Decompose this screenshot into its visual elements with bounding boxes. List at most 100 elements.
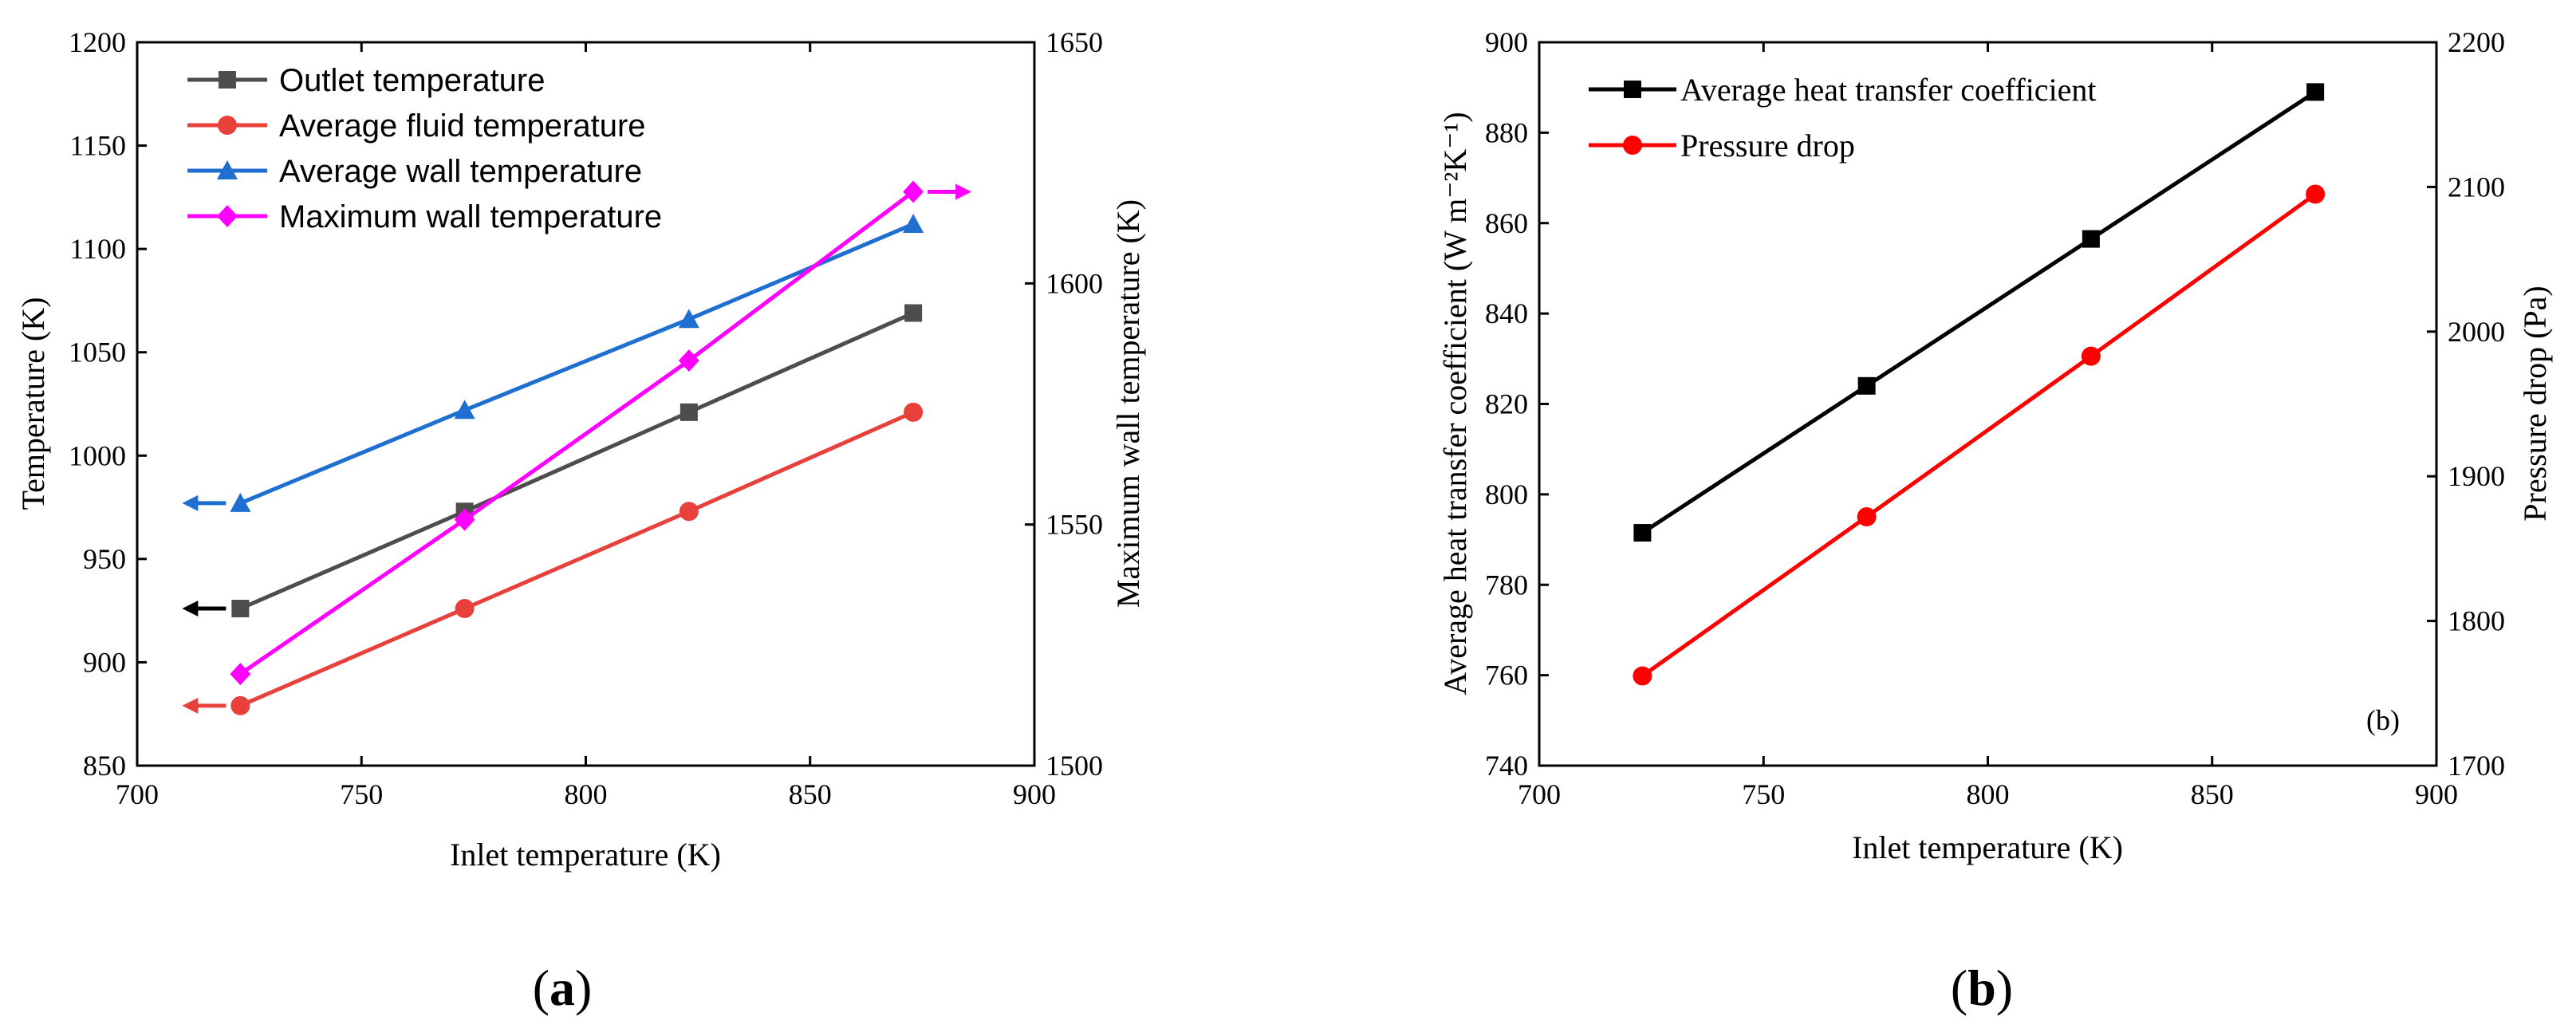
data-point [903,180,924,203]
legend-a: Outlet temperature Average fluid temperat… [187,63,662,234]
y-tick-label: 850 [83,750,126,782]
legend-label: Maximum wall temperature [279,199,662,234]
y-axis-title-right-b: Pressure drop (Pa) [2517,286,2553,522]
x-tick-label: 700 [116,778,159,810]
x-tick-label: 900 [2415,778,2458,810]
series-a [182,180,972,715]
legend-label: Average heat transfer coefficient [1680,72,2097,108]
axis-arrow [928,183,972,200]
series-line-2 [239,410,915,708]
y-tick-label: 1200 [69,26,126,58]
ticks-a: 700 750 800 850 900 850 900 950 1000 1050 1100 1150… [69,26,1103,810]
series-line-2 [1641,192,2317,678]
data-point [2306,184,2326,204]
x-tick-label: 800 [1967,778,2010,810]
legend-b: Average heat transfer coefficient Pressur… [1589,72,2097,163]
legend-marker [217,160,238,179]
series-line-1 [1641,90,2317,535]
y-tick-label: 1000 [69,439,126,471]
series-line-3 [239,222,915,506]
x-tick-label: 750 [1742,778,1785,810]
ticks-b: 700 750 800 850 900 740 760 780 800 820 840 860 880 9… [1485,26,2505,810]
data-point [1633,524,1652,542]
plot-frame-a [136,41,1036,767]
y-tick-label: 820 [1485,388,1528,420]
y-tick-label-right: 1550 [1046,509,1103,541]
y-tick-label-right: 1900 [2448,460,2505,492]
legend-label: Pressure drop [1680,128,1855,163]
data-point [2081,346,2101,366]
panel-label-b: (b) [1951,959,2013,1016]
legend-label: Average fluid temperature [279,108,646,144]
data-point [455,599,475,619]
y-tick-label: 900 [83,646,126,678]
x-axis-title-b: Inlet temperature (K) [1852,829,2123,865]
data-point [230,492,251,512]
data-point [230,663,251,686]
legend-item: Average fluid temperature [187,108,646,144]
y-tick-label-right: 1700 [2448,750,2505,782]
legend-item: Pressure drop [1589,128,1855,163]
chart-panel-b: 700 750 800 850 900 740 760 780 800 820 840 860 880 9… [1437,26,2553,1016]
data-point [2306,83,2325,101]
data-point [1857,376,1876,395]
y-tick-label-right: 1500 [1046,750,1103,782]
axis-arrow [182,494,226,511]
y-tick-label: 900 [1485,26,1528,58]
y-tick-label: 780 [1485,569,1528,601]
y-tick-label-right: 2000 [2448,316,2505,348]
data-point [678,309,699,329]
data-point [2082,230,2100,248]
y-tick-label: 950 [83,543,126,575]
legend-marker [219,71,236,89]
data-point [904,304,923,322]
y-tick-label: 1050 [69,337,126,368]
y-tick-label-right: 2200 [2448,26,2505,58]
legend-marker [1623,136,1642,155]
y-tick-label: 740 [1485,750,1528,782]
legend-item: Average heat transfer coefficient [1589,72,2097,108]
y-axis-title-b: Average heat transfer coefficient (W m⁻²… [1437,112,1473,695]
legend-marker [1624,81,1641,98]
data-point [454,400,475,420]
data-point [903,214,924,234]
y-tick-label: 800 [1485,479,1528,510]
series-b [1633,83,2326,686]
y-tick-label: 760 [1485,660,1528,691]
data-point [679,502,699,522]
data-point [1633,666,1652,686]
series-line-1 [239,311,915,611]
inner-panel-label-b: (b) [2366,704,2400,736]
plot-frame-b [1538,41,2438,767]
legend-marker [218,116,237,135]
legend-item: Maximum wall temperature [187,199,662,234]
data-point [679,403,698,421]
data-point [1857,506,1877,526]
y-tick-label: 1150 [69,130,126,162]
data-point [230,695,250,715]
x-tick-label: 750 [340,778,383,810]
legend-label: Average wall temperature [279,154,642,189]
y-tick-label-right: 2100 [2448,171,2505,203]
x-tick-label: 700 [1518,778,1561,810]
axis-arrow [182,697,226,714]
data-point [454,508,475,531]
y-tick-label: 860 [1485,207,1528,239]
series-line-4 [238,190,915,676]
x-tick-label: 800 [565,778,608,810]
legend-marker [217,205,238,227]
axis-arrow [182,601,226,617]
x-axis-title-a: Inlet temperature (K) [450,837,721,873]
y-tick-label: 1100 [69,233,126,265]
y-tick-label-right: 1800 [2448,605,2505,637]
legend-item: Average wall temperature [187,154,642,189]
y-tick-label-right: 1650 [1046,26,1103,58]
y-tick-label: 840 [1485,297,1528,329]
x-tick-label: 850 [2191,778,2234,810]
x-tick-label: 900 [1013,778,1056,810]
y-tick-label-right: 1600 [1046,267,1103,299]
chart-panel-a: 700 750 800 850 900 850 900 950 1000 1050 1100 1150… [15,26,1146,1016]
x-tick-label: 850 [789,778,832,810]
data-point [678,349,699,372]
